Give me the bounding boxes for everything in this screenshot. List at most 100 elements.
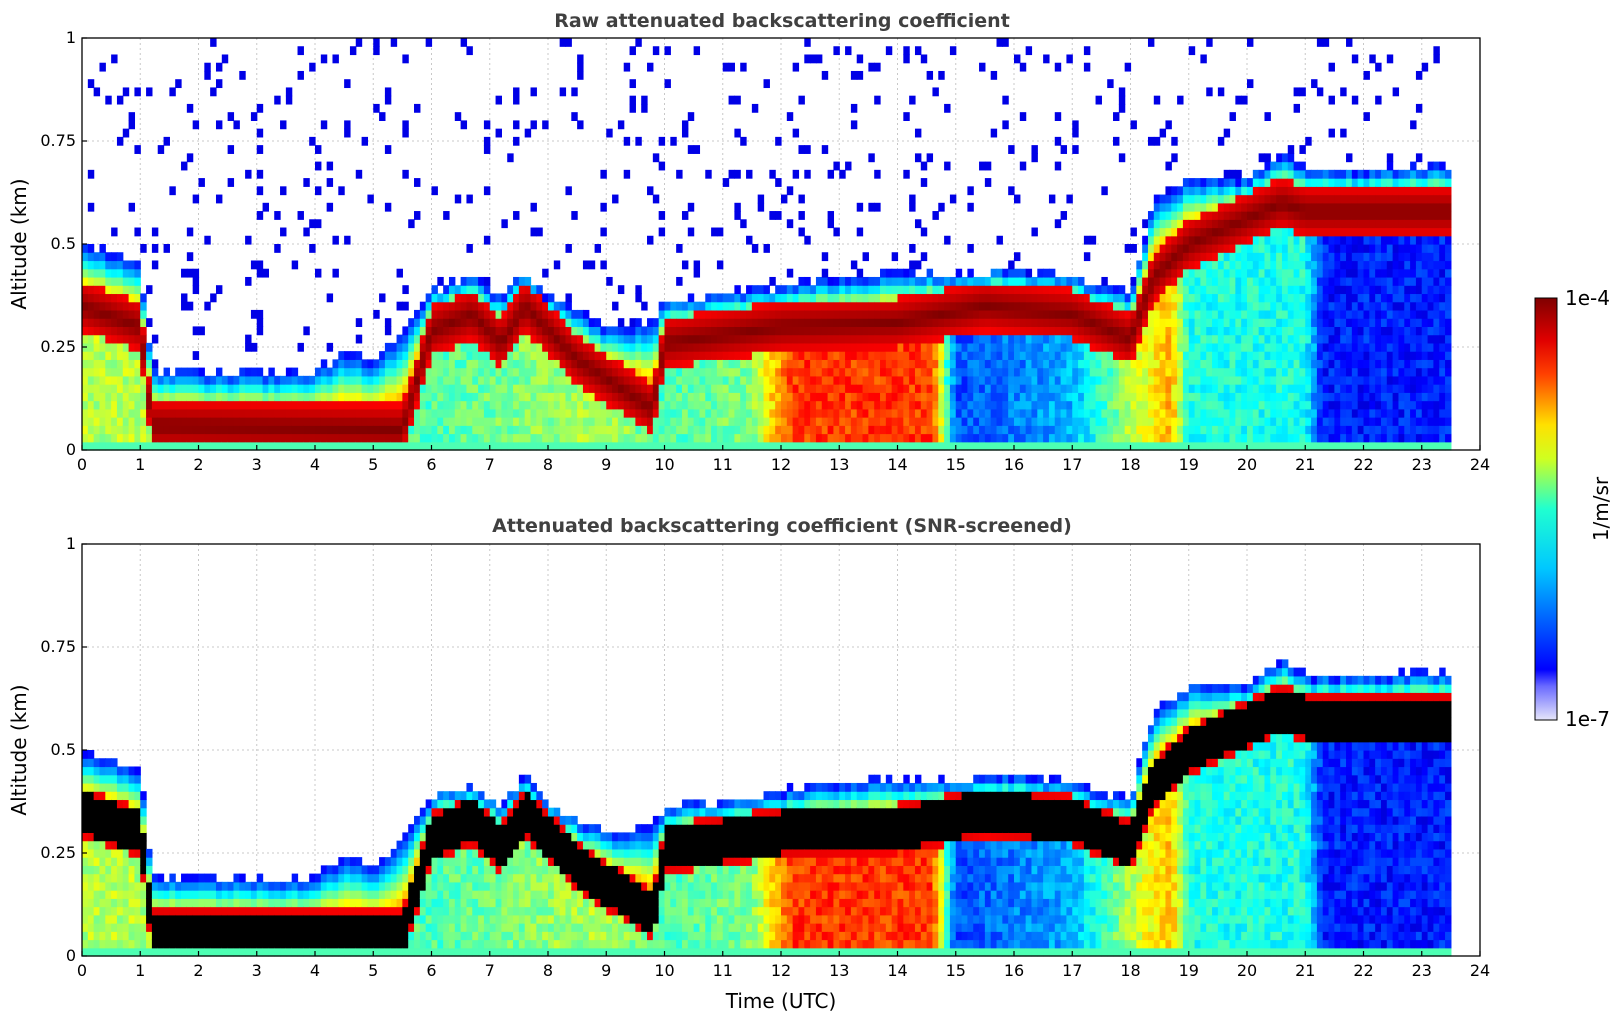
heatmap-cell <box>291 433 299 443</box>
heatmap-cell <box>128 276 136 286</box>
heatmap-cell <box>408 441 415 451</box>
heatmap-cell <box>1019 408 1027 418</box>
heatmap-cell <box>1346 293 1353 303</box>
heatmap-cell <box>466 285 473 295</box>
heatmap-cell <box>1334 178 1341 187</box>
heatmap-cell <box>186 417 194 426</box>
heatmap-cell <box>588 433 596 443</box>
heatmap-cell <box>623 367 631 377</box>
heatmap-cell <box>757 194 765 204</box>
heatmap-cell <box>1322 301 1330 311</box>
heatmap-cell <box>99 408 106 418</box>
heatmap-cell <box>309 375 316 385</box>
heatmap-cell <box>408 400 415 410</box>
heatmap-cell <box>489 367 497 377</box>
heatmap-cell <box>1223 285 1231 295</box>
heatmap-cell <box>1287 161 1295 171</box>
heatmap-cell <box>285 408 293 418</box>
heatmap-cell <box>437 400 444 410</box>
heatmap-cell <box>518 351 526 360</box>
heatmap-cell <box>349 351 357 360</box>
heatmap-cell <box>600 342 607 352</box>
heatmap-cell <box>1171 367 1178 377</box>
heatmap-cell <box>786 375 794 385</box>
heatmap-cell <box>833 384 840 393</box>
heatmap-cell <box>1235 318 1242 327</box>
heatmap-cell <box>146 400 153 410</box>
heatmap-cell <box>379 367 386 377</box>
heatmap-cell <box>1118 95 1126 105</box>
heatmap-cell <box>635 392 642 402</box>
heatmap-cell <box>792 433 800 443</box>
heatmap-cell <box>1229 417 1236 426</box>
heatmap-cell <box>478 392 485 402</box>
heatmap-cell <box>687 342 695 352</box>
heatmap-cell <box>1066 326 1073 336</box>
heatmap-cell <box>250 417 258 426</box>
heatmap-cell <box>192 408 200 418</box>
heatmap-cell <box>274 244 281 253</box>
heatmap-cell <box>478 375 485 385</box>
heatmap-cell <box>198 367 205 377</box>
heatmap-cell <box>1014 309 1021 319</box>
heatmap-cell <box>979 342 986 352</box>
heatmap-cell <box>1305 194 1312 204</box>
heatmap-cell <box>390 417 398 426</box>
heatmap-cell <box>367 367 374 377</box>
heatmap-cell <box>1357 359 1365 369</box>
heatmap-cell <box>1241 268 1248 278</box>
heatmap-cell <box>804 375 811 385</box>
heatmap-cell <box>280 384 287 393</box>
heatmap-cell <box>1334 351 1341 360</box>
heatmap-cell <box>542 293 549 303</box>
heatmap-cell <box>885 301 893 311</box>
heatmap-cell <box>740 62 747 72</box>
heatmap-cell <box>1357 342 1365 352</box>
heatmap-cell <box>1200 227 1207 237</box>
heatmap-cell <box>1305 186 1312 196</box>
heatmap-cell <box>1031 285 1038 295</box>
heatmap-cell <box>932 367 939 377</box>
heatmap-cell <box>478 276 485 286</box>
heatmap-cell <box>460 342 468 352</box>
heatmap-cell <box>722 334 730 344</box>
heatmap-cell <box>1008 318 1015 327</box>
heatmap-cell <box>769 408 776 418</box>
heatmap-cell <box>513 136 520 146</box>
heatmap-cell <box>82 400 89 410</box>
heatmap-cell <box>1223 318 1231 327</box>
heatmap-cell <box>1258 211 1266 220</box>
heatmap-cell <box>1258 384 1266 393</box>
heatmap-cell <box>530 367 537 377</box>
heatmap-cell <box>781 326 788 336</box>
heatmap-cell <box>460 351 468 360</box>
heatmap-cell <box>1136 268 1143 278</box>
heatmap-cell <box>1147 309 1155 319</box>
heatmap-cell <box>1182 384 1190 393</box>
heatmap-cell <box>1351 359 1359 369</box>
heatmap-cell <box>1264 235 1271 245</box>
heatmap-cell <box>839 285 846 295</box>
heatmap-cell <box>1072 334 1079 344</box>
heatmap-cell <box>1252 202 1260 212</box>
heatmap-cell <box>501 375 508 385</box>
heatmap-cell <box>414 309 421 319</box>
heatmap-cell <box>1247 318 1254 327</box>
heatmap-cell <box>256 441 264 451</box>
heatmap-cell <box>786 433 794 443</box>
heatmap-cell <box>215 285 223 295</box>
heatmap-cell <box>87 202 95 212</box>
heatmap-cell <box>1142 417 1149 426</box>
heatmap-cell <box>425 342 433 352</box>
heatmap-cell <box>891 408 899 418</box>
heatmap-cell <box>961 417 968 426</box>
heatmap-cell <box>1130 227 1137 237</box>
heatmap-cell <box>728 408 735 418</box>
heatmap-cell <box>903 384 910 393</box>
heatmap-cell <box>810 392 817 402</box>
heatmap-cell <box>1147 359 1155 369</box>
heatmap-cell <box>553 309 561 319</box>
heatmap-cell <box>658 417 666 426</box>
heatmap-cell <box>1247 244 1254 253</box>
heatmap-cell <box>681 334 689 344</box>
